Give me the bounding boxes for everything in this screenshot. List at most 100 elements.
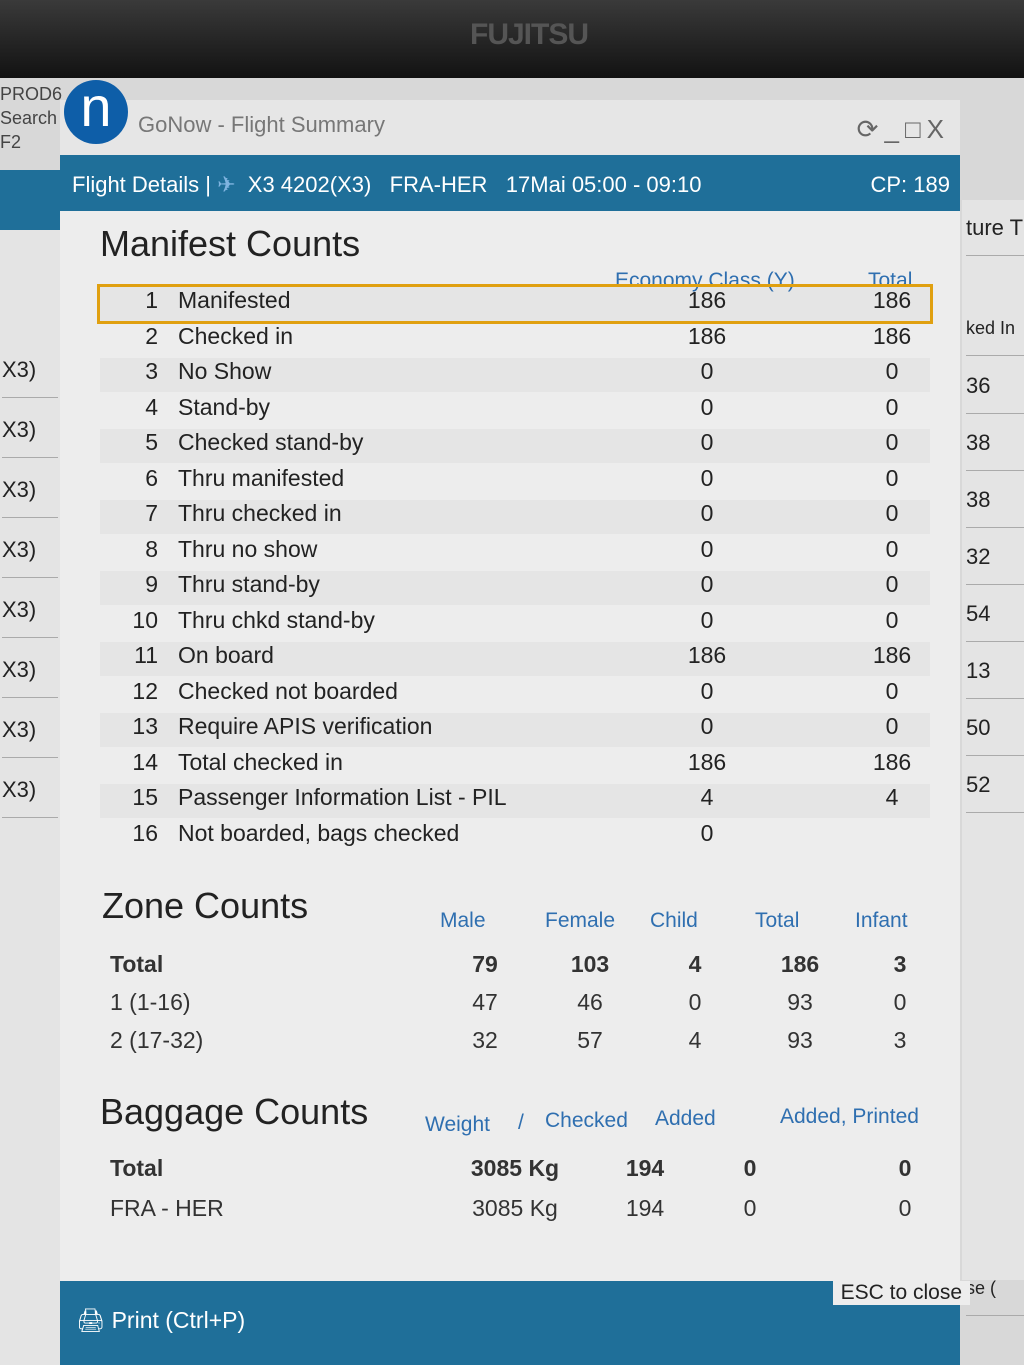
manifest-row[interactable]: 3 No Show 0 0 <box>100 358 930 392</box>
background-row[interactable]: X3) <box>2 760 58 818</box>
manifest-row[interactable]: 15 Passenger Information List - PIL 4 4 <box>100 784 930 818</box>
flight-route: FRA-HER <box>389 172 488 197</box>
row-label: Passenger Information List - PIL <box>178 784 507 810</box>
total-value: 0 <box>885 606 899 633</box>
manifest-row[interactable]: 6 Thru manifested 0 0 <box>100 465 930 499</box>
background-row-count: 13 <box>966 643 1024 699</box>
manifest-row[interactable]: 4 Stand-by 0 0 <box>100 394 930 428</box>
brand-logo: FUJITSU <box>470 18 589 51</box>
zone-value: 93 <box>787 1027 813 1053</box>
maximize-button[interactable]: □ <box>904 114 927 144</box>
total-value: 186 <box>872 287 912 313</box>
row-number: 6 <box>145 464 158 491</box>
background-row[interactable]: X3) <box>2 520 58 578</box>
total-value: 0 <box>885 500 899 526</box>
flight-details-label: Flight Details | <box>72 172 211 197</box>
baggage-value: 3085 Kg <box>472 1195 558 1221</box>
row-number: 5 <box>145 429 158 455</box>
row-label: Stand-by <box>178 393 271 420</box>
economy-value: 0 <box>700 713 714 739</box>
baggage-value: 0 <box>898 1155 912 1181</box>
economy-value: 0 <box>700 358 714 384</box>
manifest-row[interactable]: 14 Total checked in 186 186 <box>100 749 930 783</box>
zone-row: 1 (1-16) 47 46 0 93 0 <box>110 989 930 1023</box>
manifest-row[interactable]: 16 Not boarded, bags checked 0 <box>100 820 930 854</box>
zone-col-total: Total <box>755 909 800 932</box>
background-row[interactable]: X3) <box>2 340 58 398</box>
manifest-row[interactable]: 1 Manifested 186 186 <box>97 284 933 324</box>
zone-title: Zone Counts <box>102 885 309 926</box>
total-value: 186 <box>872 322 912 349</box>
print-label: Print (Ctrl+P) <box>111 1307 246 1333</box>
manifest-row[interactable]: 11 On board 186 186 <box>100 642 930 676</box>
row-label: Total checked in <box>178 748 343 775</box>
flight-schedule: 17Mai 05:00 - 09:10 <box>505 172 702 197</box>
minimize-button[interactable]: _ <box>884 114 905 144</box>
manifest-row[interactable]: 10 Thru chkd stand-by 0 0 <box>100 607 930 641</box>
env-label: PROD6 <box>0 84 63 104</box>
background-row[interactable]: X3) <box>2 640 58 698</box>
print-button[interactable]: 🖨 Print (Ctrl+P) <box>76 1307 246 1333</box>
close-button[interactable]: X <box>926 114 950 144</box>
zone-value: 57 <box>577 1027 603 1053</box>
manifest-row[interactable]: 2 Checked in 186 186 <box>100 323 930 357</box>
refresh-icon[interactable]: ⟳ <box>856 114 885 144</box>
total-value: 0 <box>885 535 899 562</box>
row-number: 14 <box>132 748 158 775</box>
flight-number: X3 4202(X3) <box>247 172 372 197</box>
background-left-list: X3) X3) X3) X3) X3) X3) X3) X3) <box>0 170 60 1365</box>
baggage-row: Total 3085 Kg 194 0 0 <box>110 1155 930 1189</box>
airline-logo-icon: ✈ <box>217 172 236 197</box>
total-value: 0 <box>885 713 899 739</box>
total-value: 0 <box>885 677 899 704</box>
zone-value: 47 <box>472 989 498 1015</box>
background-row[interactable]: X3) <box>2 400 58 458</box>
monitor-bezel: FUJITSU <box>0 0 1024 80</box>
zone-value: 4 <box>688 951 702 977</box>
economy-value: 0 <box>700 500 714 526</box>
zone-value: 0 <box>893 989 907 1015</box>
manifest-row[interactable]: 12 Checked not boarded 0 0 <box>100 678 930 712</box>
zone-label: 2 (17-32) <box>110 1027 204 1053</box>
key-label: F2 <box>0 132 22 152</box>
economy-value: 0 <box>700 677 714 704</box>
baggage-value: 0 <box>743 1155 757 1181</box>
zone-col-child: Child <box>650 909 698 932</box>
baggage-value: 0 <box>743 1195 757 1221</box>
row-label: Checked in <box>178 322 294 349</box>
total-value: 0 <box>885 358 899 384</box>
background-row[interactable]: X3) <box>2 580 58 638</box>
background-row[interactable]: X3) <box>2 460 58 518</box>
manifest-row[interactable]: 5 Checked stand-by 0 0 <box>100 429 930 463</box>
manifest-row[interactable]: 13 Require APIS verification 0 0 <box>100 713 930 747</box>
economy-value: 0 <box>700 429 714 455</box>
zone-value: 46 <box>577 989 603 1015</box>
row-number: 2 <box>145 322 158 349</box>
search-label[interactable]: Search <box>0 108 58 128</box>
baggage-col: Checked <box>545 1109 628 1132</box>
manifest-row[interactable]: 9 Thru stand-by 0 0 <box>100 571 930 605</box>
esc-hint[interactable]: ESC to close <box>832 1281 970 1305</box>
economy-value: 186 <box>687 642 727 668</box>
zone-value: 103 <box>570 951 610 977</box>
zone-col-male: Male <box>440 909 486 932</box>
row-label: Checked not boarded <box>178 677 398 704</box>
row-number: 4 <box>145 393 158 420</box>
background-row-count: 32 <box>966 529 1024 585</box>
row-number: 9 <box>145 571 158 597</box>
right-header: ture T <box>966 200 1024 256</box>
economy-value: 0 <box>700 571 714 597</box>
total-value: 186 <box>872 642 912 668</box>
manifest-row[interactable]: 7 Thru checked in 0 0 <box>100 500 930 534</box>
manifest-row[interactable]: 8 Thru no show 0 0 <box>100 536 930 570</box>
background-row[interactable]: X3) <box>2 700 58 758</box>
zone-value: 3 <box>893 951 907 977</box>
row-number: 3 <box>145 358 158 384</box>
zone-label: 1 (1-16) <box>110 989 191 1015</box>
right-footer: se ( <box>966 1260 1024 1316</box>
economy-value: 0 <box>700 464 714 491</box>
row-number: 15 <box>132 784 158 810</box>
baggage-title: Baggage Counts <box>100 1091 369 1132</box>
baggage-col: / <box>518 1111 524 1134</box>
zone-value: 186 <box>780 951 820 977</box>
